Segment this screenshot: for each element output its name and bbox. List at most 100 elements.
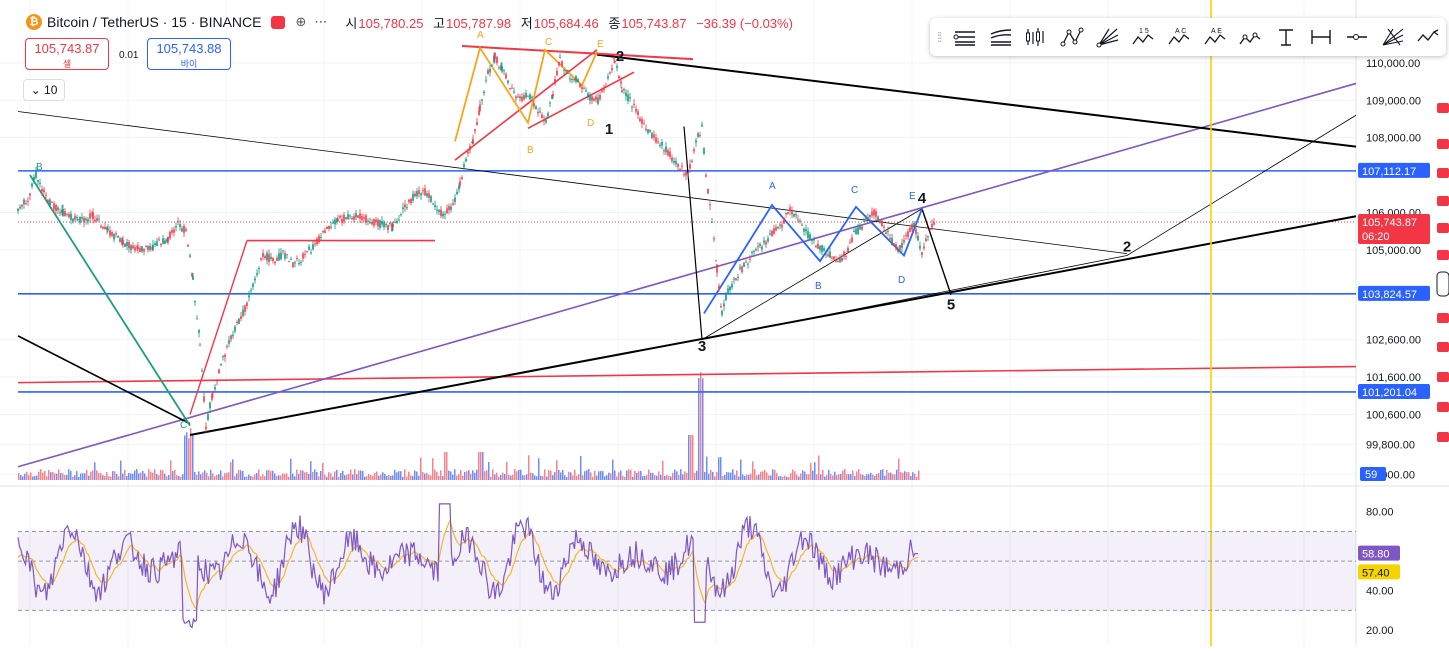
anchored-line-icon[interactable]	[1268, 18, 1304, 56]
candle-body	[316, 238, 318, 245]
candle-body	[461, 177, 463, 180]
grip-icon[interactable]: ⁞⁞	[936, 29, 943, 45]
candle-body	[529, 94, 531, 100]
candle-body	[731, 284, 733, 288]
candle-body	[845, 255, 847, 257]
volume-bar	[170, 460, 172, 480]
symbol-title[interactable]: Bitcoin / TetherUS · 15 · BINANCE	[47, 14, 262, 30]
candle-body	[873, 209, 875, 216]
pattern-label: A	[769, 181, 776, 192]
volume-tag-label: 59	[1365, 469, 1377, 481]
volume-bar	[422, 472, 424, 480]
candle-body	[304, 253, 306, 255]
volume-bar	[568, 471, 570, 480]
volume-bar	[74, 475, 76, 480]
volume-bar	[598, 471, 600, 480]
alert-flag-icon	[1437, 402, 1449, 412]
buy-button[interactable]: 105,743.88 바이	[147, 38, 231, 70]
candle-body	[252, 283, 254, 288]
candle-body	[100, 226, 102, 228]
alert-flag-icon	[1437, 342, 1449, 352]
volume-bar	[678, 475, 680, 480]
candle-body	[218, 369, 220, 374]
volume-bar	[402, 476, 404, 480]
alert-flag-icon	[1437, 168, 1449, 178]
candle-body	[420, 193, 422, 196]
price-tag	[1358, 214, 1430, 245]
volume-bar	[492, 469, 494, 480]
candle-body	[725, 294, 727, 301]
volume-bar	[704, 472, 706, 480]
compare-icon[interactable]: ⊕	[295, 14, 307, 29]
flag-icon[interactable]	[271, 15, 286, 29]
candle-body	[649, 129, 651, 132]
candle-body	[154, 243, 156, 246]
three-drives-icon[interactable]	[1232, 18, 1268, 56]
candle-body	[404, 204, 406, 208]
candle-body	[651, 132, 653, 138]
candle-body	[226, 346, 228, 348]
volume-bar	[244, 476, 246, 480]
volume-bar	[758, 474, 760, 480]
candle-body	[671, 157, 673, 162]
horizontal-ray-icon[interactable]	[1339, 18, 1375, 56]
volume-bar	[208, 476, 210, 480]
fan-icon[interactable]	[1090, 18, 1126, 56]
volume-bar	[264, 476, 266, 480]
xabcd-pattern-icon[interactable]: 1 5	[1125, 18, 1161, 56]
volume-bar	[472, 470, 474, 480]
candle-body	[513, 91, 515, 93]
volume-bar	[596, 475, 598, 480]
blue-pattern	[703, 203, 923, 314]
candle-body	[375, 219, 377, 223]
pitchfork-icon[interactable]	[947, 18, 983, 56]
candle-body	[727, 288, 729, 293]
volume-bar	[742, 474, 744, 480]
volume-bar	[796, 474, 798, 480]
candle-body	[581, 87, 583, 90]
y-tick-label: 102,600.00	[1366, 335, 1421, 347]
candle-body	[469, 145, 471, 151]
date-range-icon[interactable]	[1304, 18, 1340, 56]
rsi-value-label: 58.80	[1362, 549, 1390, 561]
cypher-pattern-icon[interactable]: A E	[1197, 18, 1233, 56]
candle-body	[749, 258, 751, 260]
volume-bar	[494, 474, 496, 480]
candle-body	[715, 260, 717, 262]
abcd-pattern-icon[interactable]: A C	[1161, 18, 1197, 56]
candle-body	[286, 254, 288, 256]
volume-bar	[30, 472, 32, 480]
candle-body	[224, 354, 226, 358]
candle-body	[328, 225, 330, 229]
volume-bar	[232, 459, 234, 480]
candle-body	[438, 209, 440, 212]
schiff-pitchfork-icon[interactable]	[983, 18, 1019, 56]
more-icon[interactable]: ⋯	[314, 14, 328, 29]
volume-bar	[222, 476, 224, 480]
candle-body	[539, 111, 541, 113]
candles-icon[interactable]	[1019, 18, 1055, 56]
lots-dropdown[interactable]: ⌄ 10	[23, 79, 65, 101]
candle-body	[256, 273, 258, 275]
volume-bar	[670, 476, 672, 480]
volume-bar	[724, 474, 726, 480]
sell-button[interactable]: 105,743.87 셀	[25, 38, 109, 70]
volume-bar	[702, 378, 704, 480]
volume-bar	[732, 469, 734, 480]
volume-bar	[482, 452, 484, 480]
path-icon[interactable]	[1054, 18, 1090, 56]
candle-body	[288, 261, 290, 263]
volume-bar	[310, 461, 312, 480]
gann-fan-icon[interactable]	[1375, 18, 1411, 56]
volume-bar	[604, 476, 606, 480]
candle-body	[330, 226, 332, 228]
volume-bar	[164, 473, 166, 480]
volume-bar	[848, 474, 850, 480]
volume-bar	[92, 470, 94, 480]
elliott-wave-icon[interactable]	[1410, 18, 1446, 56]
wave-line	[683, 126, 703, 340]
volume-bar	[508, 474, 510, 480]
candle-body	[185, 229, 187, 232]
